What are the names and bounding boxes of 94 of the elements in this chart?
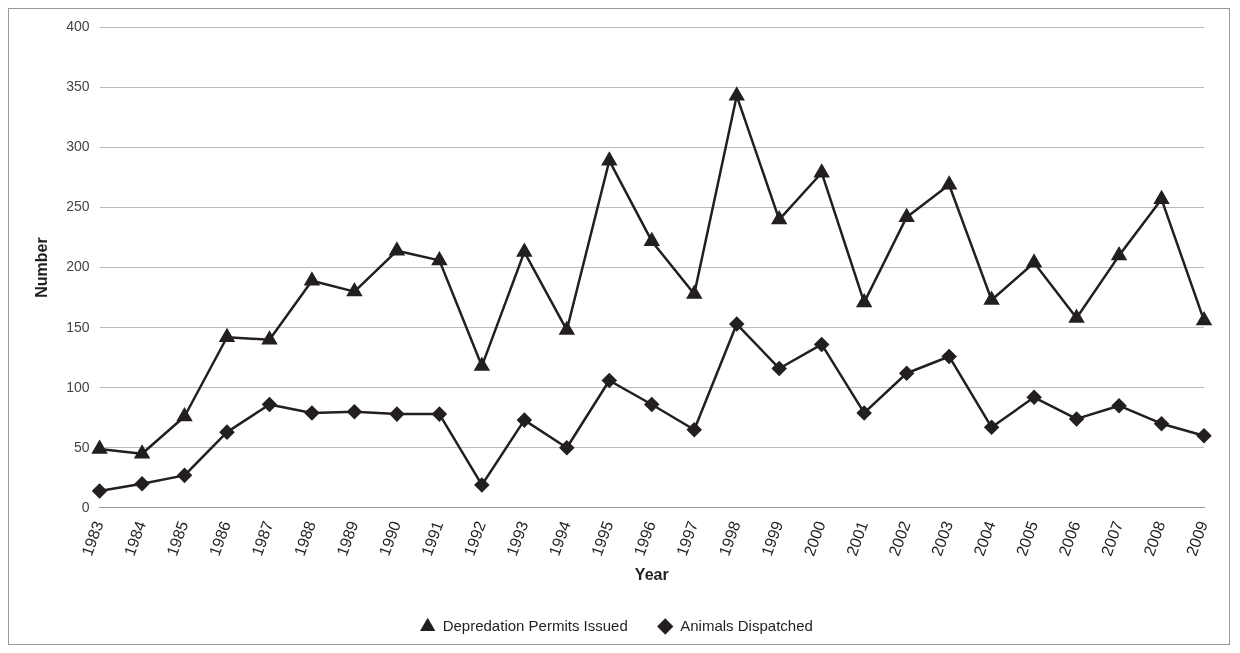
point [984, 291, 999, 305]
point [602, 373, 617, 388]
point [474, 477, 490, 493]
point [1069, 309, 1084, 323]
point [644, 397, 660, 412]
legend-label: Depredation Permits Issued [442, 616, 628, 634]
x-tick-label: 1999 [758, 518, 787, 559]
x-tick-label: 1998 [715, 518, 744, 559]
x-tick-label: 1986 [205, 518, 234, 559]
point [262, 331, 277, 345]
point [1026, 390, 1042, 405]
y-tick-label: 50 [73, 438, 90, 455]
point [601, 152, 617, 166]
point [304, 272, 320, 286]
point [814, 337, 829, 352]
x-tick-label: 1987 [248, 518, 277, 559]
x-tick-label: 1995 [588, 518, 617, 559]
x-tick-label: 1988 [290, 518, 319, 559]
y-tick-label: 300 [66, 138, 90, 155]
point [941, 176, 957, 190]
x-tick-label: 1994 [545, 518, 574, 559]
x-tick-label: 1993 [503, 518, 532, 559]
point [347, 404, 362, 419]
point [92, 483, 107, 499]
x-tick-label: 1991 [418, 518, 447, 559]
x-tick-label: 1983 [78, 518, 107, 559]
x-tick-label: 1992 [460, 518, 489, 559]
x-tick-label: 2006 [1055, 518, 1084, 559]
y-tick-label: 0 [81, 498, 90, 515]
point [771, 361, 787, 376]
point [134, 445, 150, 459]
point [517, 412, 532, 428]
point [432, 406, 447, 422]
point [729, 316, 744, 332]
point [559, 321, 575, 335]
x-tick-label: 2007 [1097, 518, 1127, 559]
point [1154, 190, 1169, 204]
point [219, 424, 235, 440]
point [771, 211, 787, 225]
point [856, 294, 872, 308]
y-tick-label: 200 [66, 258, 90, 275]
point [686, 285, 702, 299]
point [134, 476, 150, 492]
point [304, 405, 320, 421]
x-axis-title: Year [634, 565, 669, 583]
x-tick-label: 2005 [1012, 518, 1042, 559]
point [984, 420, 999, 435]
point [389, 406, 405, 422]
point [687, 422, 702, 437]
y-tick-label: 250 [66, 198, 90, 215]
legend-label: Animals Dispatched [680, 616, 813, 634]
point [1196, 312, 1212, 326]
x-tick-label: 1985 [163, 518, 192, 559]
x-tick-label: 2000 [800, 518, 829, 559]
x-tick-label: 1984 [120, 518, 150, 559]
point [92, 440, 107, 454]
x-tick-label: 1996 [630, 518, 659, 559]
point [177, 408, 192, 422]
point [899, 208, 914, 222]
point [517, 243, 532, 257]
point [644, 232, 660, 246]
point [1069, 411, 1084, 427]
point [559, 440, 575, 455]
y-tick-label: 150 [66, 318, 90, 335]
x-tick-label: 2008 [1140, 518, 1169, 559]
x-tick-label: 2003 [927, 518, 957, 559]
point [347, 283, 362, 297]
y-tick-label: 400 [66, 18, 90, 35]
x-tick-label: 2001 [842, 518, 872, 559]
x-tick-label: 1997 [673, 518, 702, 559]
point [856, 405, 872, 421]
point [1196, 428, 1212, 443]
point [432, 252, 447, 266]
point [729, 87, 745, 101]
y-tick-label: 100 [66, 378, 90, 395]
point [1111, 247, 1127, 261]
x-tick-label: 2004 [970, 518, 999, 559]
x-tick-label: 1990 [375, 518, 404, 559]
point [389, 242, 405, 256]
point [177, 468, 192, 483]
point [899, 366, 914, 381]
point [941, 349, 957, 364]
y-axis-title: Number [33, 237, 51, 298]
x-tick-label: 1989 [333, 518, 362, 559]
point [219, 329, 235, 342]
y-tick-label: 350 [66, 78, 90, 95]
point [1026, 254, 1042, 268]
x-tick-label: 2009 [1182, 518, 1211, 559]
point [262, 397, 277, 412]
point [474, 357, 490, 371]
point [1111, 398, 1127, 413]
point [814, 164, 830, 178]
x-tick-label: 2002 [885, 518, 914, 559]
point [1154, 416, 1169, 431]
